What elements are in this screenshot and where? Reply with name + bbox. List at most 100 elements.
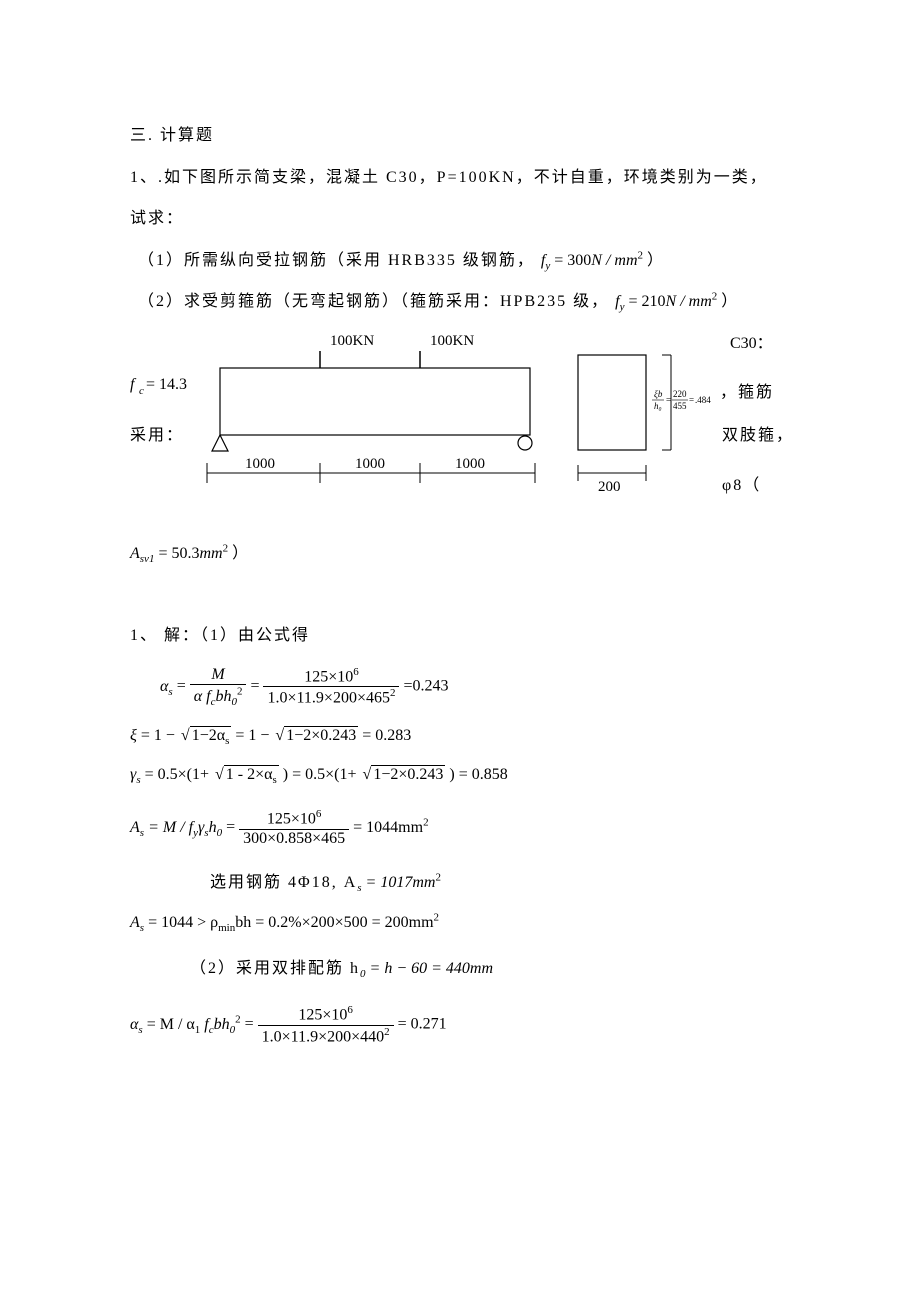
eq1-num2: 125×10 <box>304 668 353 685</box>
eq5-text: 选用钢筋 4Φ18, A <box>210 874 357 891</box>
eq1-den2-sup: 2 <box>390 687 396 699</box>
eq3-expr2: 1−2×0.243 <box>371 765 445 784</box>
row3-suffix: 双肢箍， <box>722 421 794 445</box>
q1-prefix: （1）所需纵向受拉钢筋（采用 HRB335 级钢筋， <box>138 252 535 269</box>
eq3-expr1-sub: s <box>273 774 277 786</box>
eq2-mid: = 1 − <box>235 727 273 744</box>
eq6-mid1-sub: min <box>218 922 235 934</box>
eq1-sub: s <box>168 686 172 698</box>
eq1-den-sub2: 0 <box>231 696 237 708</box>
eq2-expr1-sub: s <box>225 735 229 747</box>
eq8-sub: s <box>138 1024 142 1036</box>
eq8-rhs3-sup: 2 <box>235 1014 241 1026</box>
eq6-mid2: bh = 0.2%×200×500 = 200mm <box>235 914 433 931</box>
eq4-den: 300×0.858×465 <box>239 830 349 848</box>
q2-sup: 2 <box>712 291 718 303</box>
svg-text:455: 455 <box>673 401 687 411</box>
eq1-num1: M <box>190 666 247 685</box>
eq2-var: ξ <box>130 727 137 744</box>
row4-suffix: φ8（ <box>722 471 761 495</box>
beam-diagram: 100KN 100KN f c = 14.3 1000 1000 1000 <box>130 323 810 523</box>
eq8-rhs3: bh <box>214 1016 230 1033</box>
eq6-sup: 2 <box>434 912 440 924</box>
asv-line: Asv1 = 50.3mm2 ） <box>130 533 810 575</box>
eq5-sup: 2 <box>435 871 441 883</box>
question-2: （2）求受剪箍筋（无弯起钢筋）（箍筋采用：HPB235 级， fy = 210N… <box>130 281 810 323</box>
equation-5: 选用钢筋 4Φ18, As = 1017mm2 <box>210 868 810 894</box>
svg-text:=: = <box>689 395 694 405</box>
fc-eq: = 14.3 <box>146 376 187 393</box>
eq8-rhs1: = M / α <box>147 1016 195 1033</box>
eq3-sub: s <box>136 774 140 786</box>
eq1-num2-sup: 6 <box>353 666 359 678</box>
span-2: 1000 <box>355 456 385 472</box>
ratio-result: .484 <box>695 395 711 405</box>
equation-1: αs = M α fcbh02 = 125×106 1.0×11.9×200×4… <box>160 666 810 708</box>
asv-suffix: ） <box>232 545 250 562</box>
problem-intro-1: 1、.如下图所示简支梁，混凝土 C30，P=100KN，不计自重，环境类别为一类… <box>130 157 810 199</box>
section-width: 200 <box>598 479 621 495</box>
fc-sub: c <box>139 385 144 397</box>
eq2-expr1: 1−2α <box>192 727 225 744</box>
eq4-lhs: A <box>130 819 140 836</box>
svg-text:h₀: h₀ <box>654 401 662 411</box>
question-1: （1）所需纵向受拉钢筋（采用 HRB335 级钢筋， fy = 300N / m… <box>130 240 810 282</box>
eq4-num: 125×10 <box>267 811 316 828</box>
eq8-num-sup: 6 <box>347 1004 353 1016</box>
svg-text:=: = <box>666 395 671 405</box>
equation-4: As = M / fyγsh0 = 125×106 300×0.858×465 … <box>130 808 810 847</box>
q2-eq: = 210 <box>624 293 665 310</box>
eq8-num: 125×10 <box>298 1007 347 1024</box>
eq8-rhs2: f <box>200 1016 208 1033</box>
q2-suffix: ） <box>721 293 739 310</box>
eq6-lhs-sub: s <box>140 922 144 934</box>
eq2-expr2: 1−2×0.243 <box>284 726 358 745</box>
asv-var: A <box>130 545 140 562</box>
eq6-mid1: = 1044 > ρ <box>148 914 218 931</box>
asv-eq: = 50.3 <box>154 545 199 562</box>
eq1-den-pre: α f <box>194 688 211 705</box>
equation-6: As = 1044 > ρminbh = 0.2%×200×500 = 200m… <box>130 912 810 935</box>
eq3-expr1: 1 - 2×α <box>226 766 273 783</box>
eq4-result-sup: 2 <box>423 816 429 828</box>
row3-prefix: 采用： <box>130 421 184 445</box>
eq4-result: = 1044mm <box>353 819 423 836</box>
eq4-lhs-sub: s <box>140 827 144 839</box>
eq5-eq: = 1017mm <box>362 874 436 891</box>
eq7-eq: = h − 60 = 440mm <box>366 960 494 977</box>
equation-8: αs = M / α1 fcbh02 = 125×106 1.0×11.9×20… <box>130 1004 810 1046</box>
eq1-den-post: bh <box>215 688 231 705</box>
eq4-num-sup: 6 <box>316 808 322 820</box>
beam-svg: 100KN 100KN f c = 14.3 1000 1000 1000 <box>130 323 810 513</box>
eq8-den-sup: 2 <box>384 1026 390 1038</box>
eq2-result: = 0.283 <box>362 727 411 744</box>
q1-suffix: ） <box>647 252 665 269</box>
equation-3: γs = 0.5×(1+ 1 - 2×αs ) = 0.5×(1+ 1−2×0.… <box>130 765 810 786</box>
eq3-eq1: = 0.5×(1+ <box>145 766 213 783</box>
eq3-result: ) = 0.858 <box>449 766 507 783</box>
eq4-rhs1: = M / f <box>148 819 193 836</box>
eq6-lhs: A <box>130 914 140 931</box>
solution-heading: 1、 解：（1）由公式得 <box>130 615 810 657</box>
fc-var: f <box>130 376 137 393</box>
asv-sup: 2 <box>223 543 229 555</box>
ratio-label: ξb <box>654 389 663 399</box>
q2-prefix: （2）求受剪箍筋（无弯起钢筋）（箍筋采用：HPB235 级， <box>138 293 609 310</box>
eq8-den: 1.0×11.9×200×440 <box>262 1028 384 1045</box>
eq8-result: = 0.271 <box>398 1016 447 1033</box>
asv-unit: mm <box>199 545 222 562</box>
eq3-mid: ) = 0.5×(1+ <box>283 766 361 783</box>
equation-7: （2）采用双排配筋 h0 = h − 60 = 440mm <box>190 954 810 980</box>
q1-sup: 2 <box>638 249 644 261</box>
eq4-rhs3-sub: 0 <box>217 827 223 839</box>
row2-text: ，箍筋 <box>720 383 774 401</box>
section-heading: 三. 计算题 <box>130 115 810 157</box>
asv-sub: sv1 <box>140 553 155 565</box>
eq1-result: =0.243 <box>403 678 448 695</box>
q2-unit: N / mm <box>666 293 712 310</box>
svg-text:220: 220 <box>673 389 687 399</box>
eq1-den2: 1.0×11.9×200×465 <box>267 690 389 707</box>
load-label-2: 100KN <box>430 333 474 349</box>
eq4-rhs3: h <box>209 819 217 836</box>
load-label-1: 100KN <box>330 333 374 349</box>
